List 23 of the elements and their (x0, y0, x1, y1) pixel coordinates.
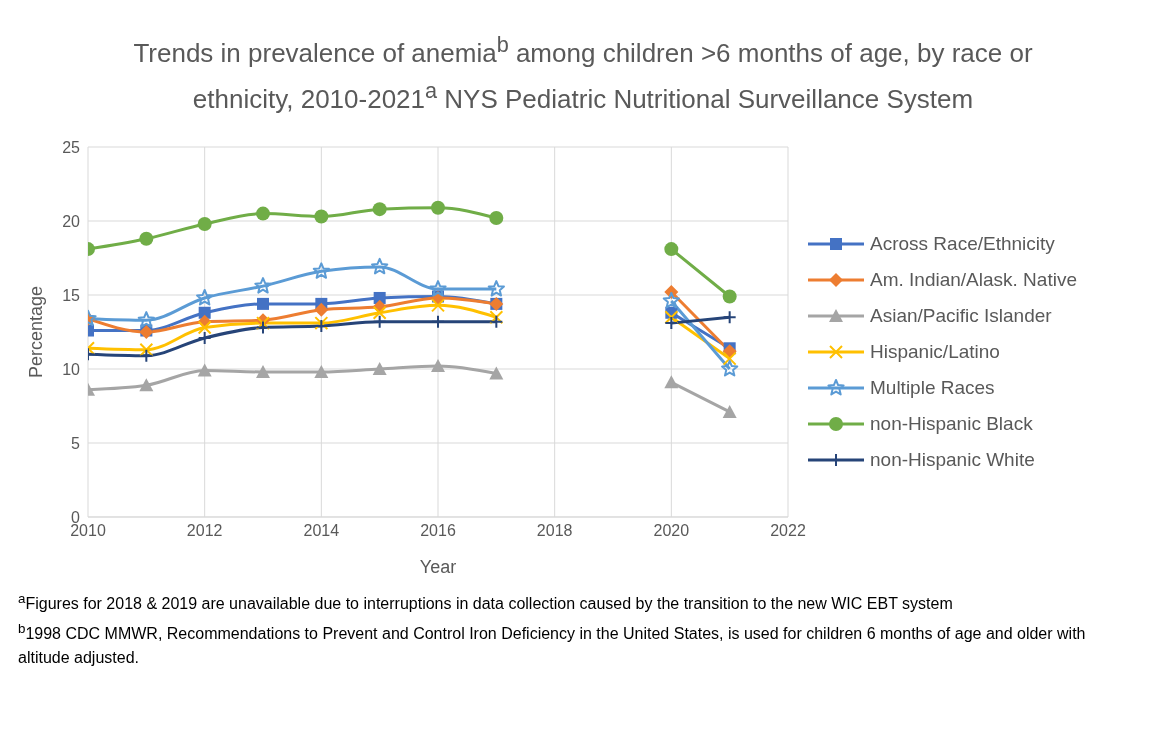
y-tick-label: 10 (62, 360, 81, 378)
legend-label: Hispanic/Latino (870, 341, 1000, 364)
text: $^{b}$1998 CDC MMWR, Recommendations to Prevent and Control Iron Deficiency in the United States, is used for children 6 months of age and older with altitude adjusted. (18, 619, 1087, 668)
x-tick-label: 2016 (420, 522, 456, 540)
y-axis-title: Percentage (26, 286, 47, 379)
x-axis-title: Year (419, 557, 457, 578)
y-tick-label: 25 (62, 138, 81, 156)
x-tick-label: 2012 (186, 522, 223, 540)
legend-label: Across Race/Ethnicity (870, 233, 1055, 256)
y-tick-label: 20 (62, 212, 81, 230)
y-tick-label: 5 (71, 434, 81, 452)
text: $^{a}$Figures for 2018 & 2019 are unavailable due to interruptions in data collection caused by the transition to the new WIC EBT system (18, 590, 954, 615)
legend-label: Am. Indian/Alask. Native (870, 269, 1077, 292)
chart-title: Trends in prevalence of anemia$^{b}$ among children >6 months of age, by race or ethnicity, 2010-2021$^{a}$ NYS Pediatric Nutritional Surveillance System (133, 32, 1033, 114)
x-tick-label: 2014 (303, 522, 340, 540)
legend-label: non-Hispanic Black (870, 413, 1033, 436)
x-tick-label: 2020 (653, 522, 690, 540)
legend-label: Asian/Pacific Islander (870, 305, 1052, 328)
legend-label: non-Hispanic White (870, 449, 1035, 472)
y-tick-label: 15 (62, 286, 81, 304)
x-tick-label: 2018 (536, 522, 573, 540)
legend-label: Multiple Races (870, 377, 995, 400)
x-tick-label: 2022 (770, 522, 806, 540)
